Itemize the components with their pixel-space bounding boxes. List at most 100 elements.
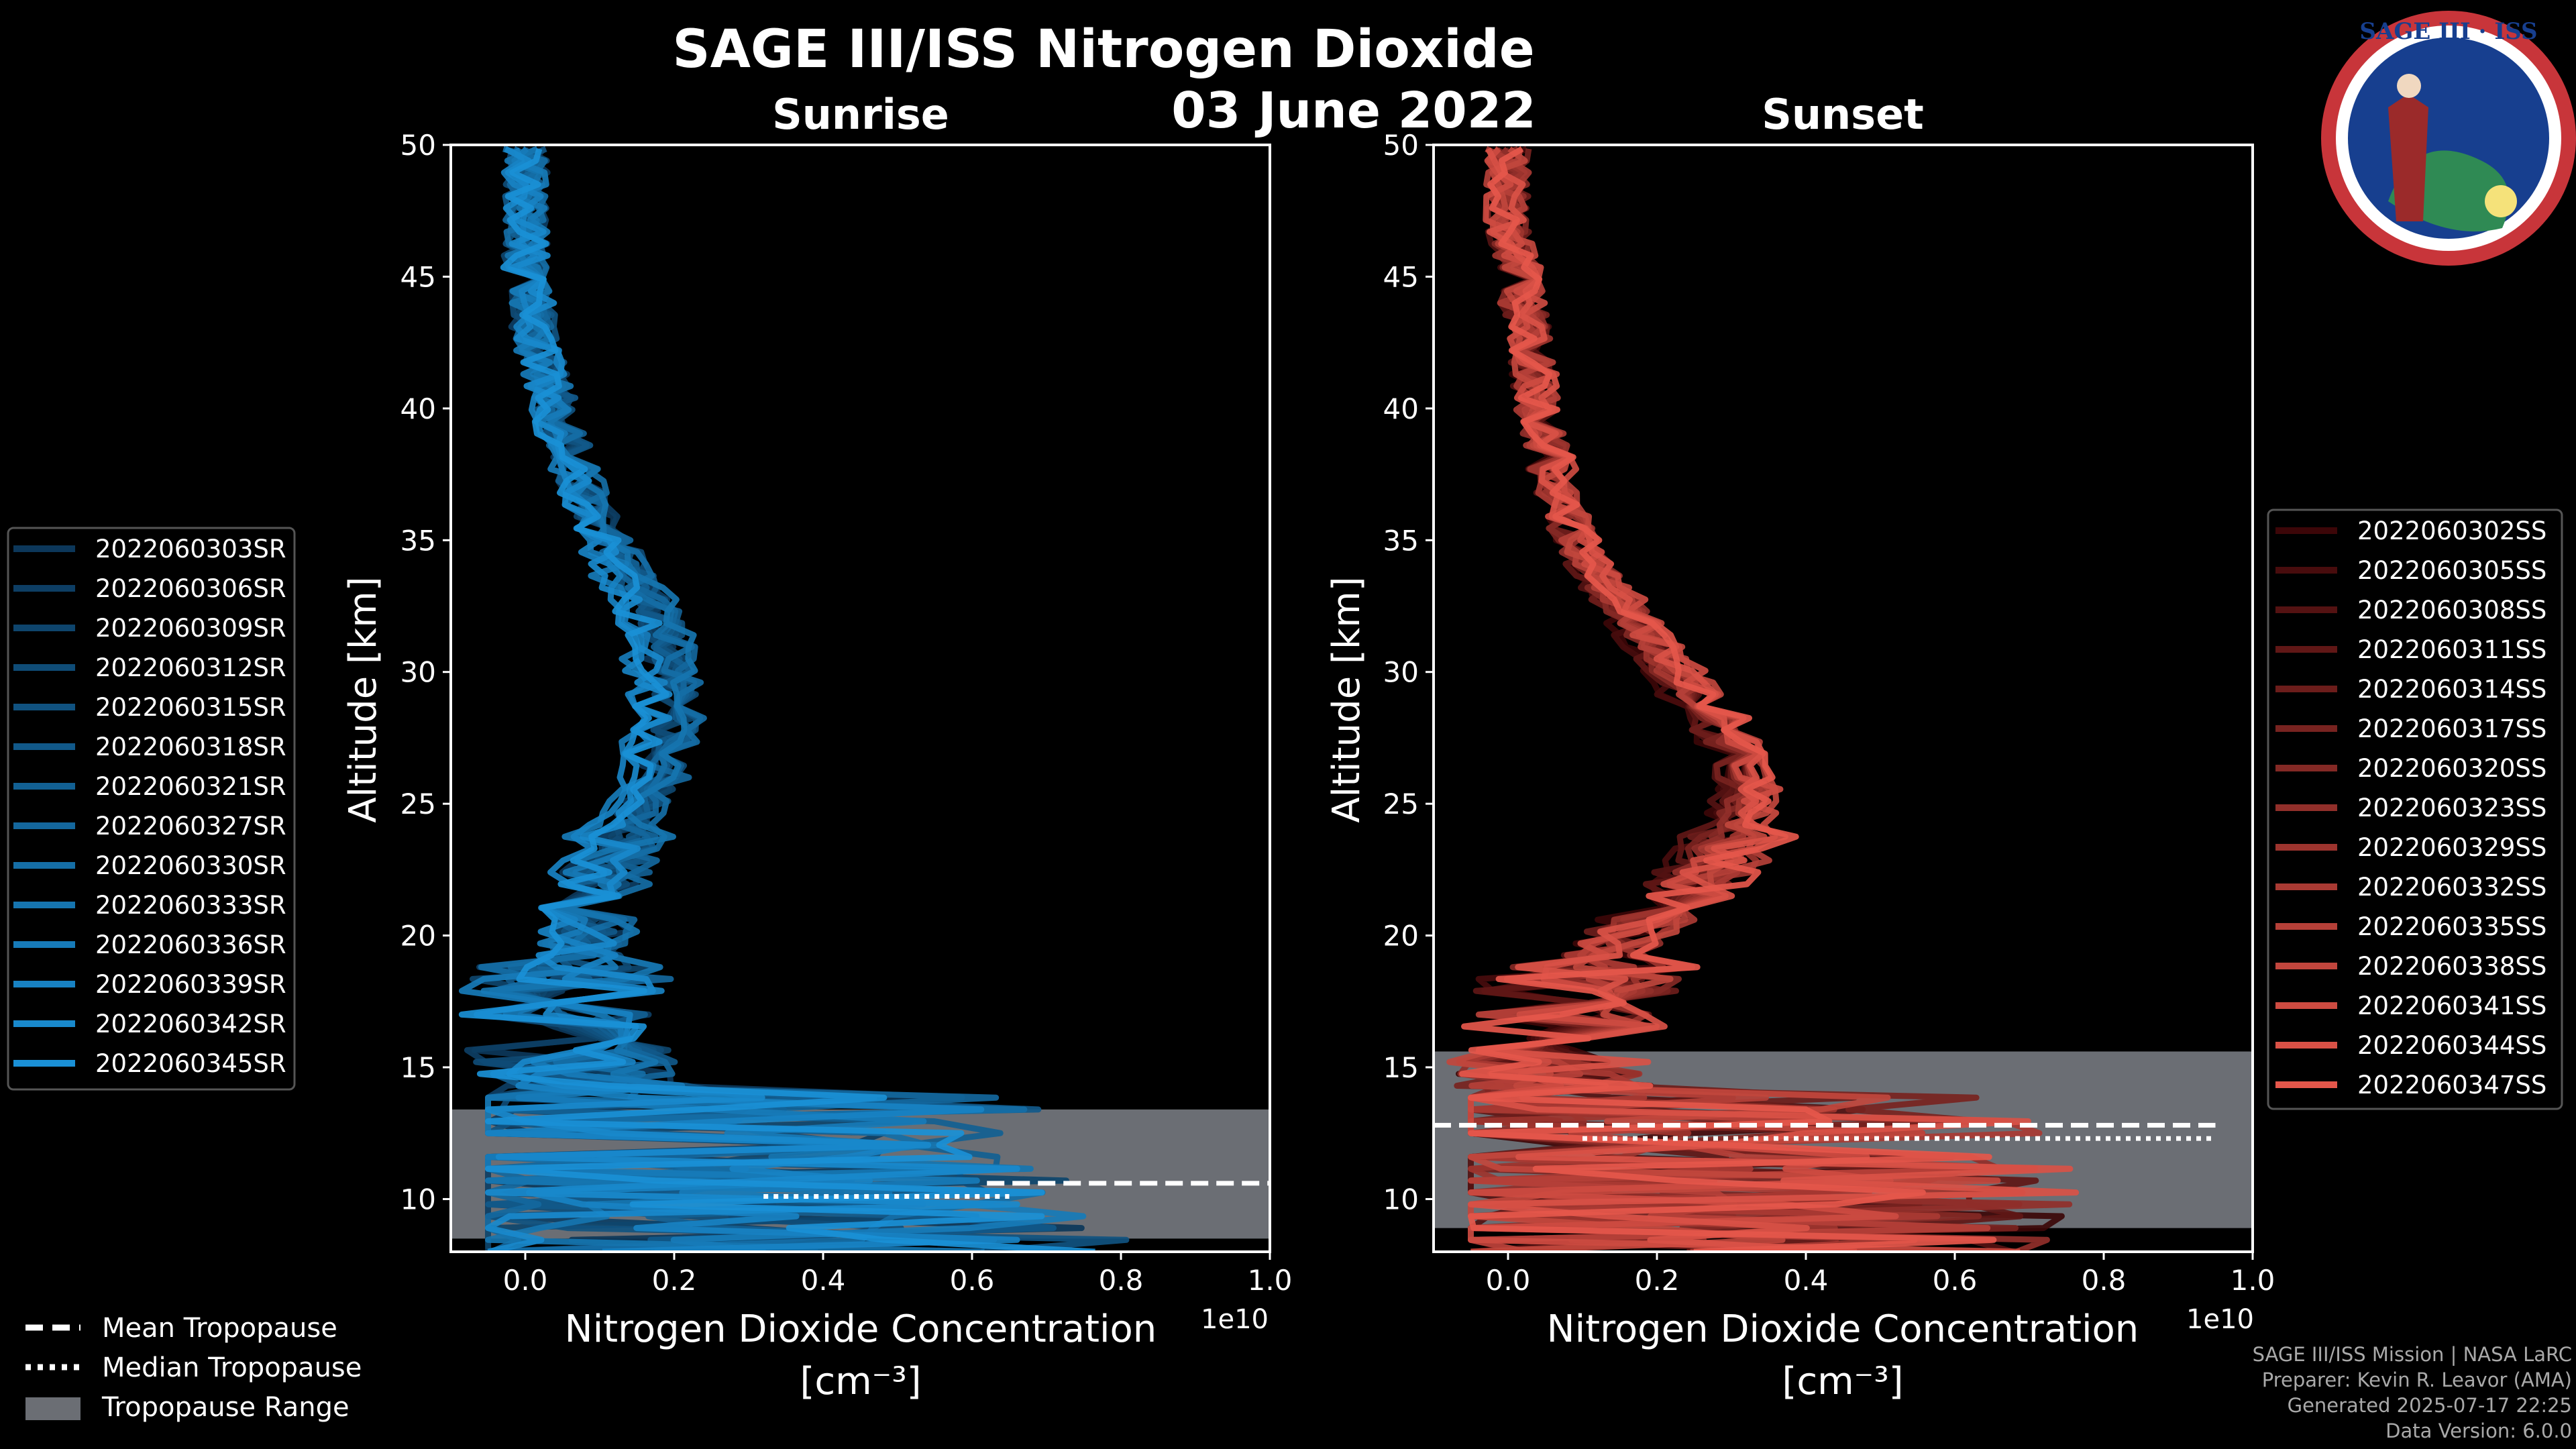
sunrise-chart-title: Sunrise — [772, 90, 949, 139]
sunrise-axes-frame — [449, 144, 1271, 1253]
legend-label-2022060315SR: 2022060315SR — [95, 693, 286, 722]
legend-label-2022060342SR: 2022060342SR — [95, 1010, 286, 1038]
legend-label-2022060314SS: 2022060314SS — [2357, 675, 2546, 704]
sunset-xtick-label-3: 0.6 — [1933, 1264, 1978, 1297]
sunrise-chart: Sunrise 0.0 0.2 0.4 0.6 0.8 1.0 10 15 20 25 30 35 40… — [341, 90, 1292, 1403]
legend-label-2022060329SS: 2022060329SS — [2357, 833, 2546, 862]
legend-label-2022060312SR: 2022060312SR — [95, 653, 286, 682]
sunset-ytick-label-2: 20 — [1383, 920, 1419, 953]
footer-line-version: Data Version: 6.0.0 — [2385, 1419, 2572, 1442]
sunset-xtick-label-0: 0.0 — [1486, 1264, 1531, 1297]
sunrise-xtick-label-1: 0.2 — [652, 1264, 697, 1297]
sunrise-clip-group — [451, 146, 1270, 1252]
footer: SAGE III/ISS Mission | NASA LaRC Prepare… — [2253, 1342, 2572, 1444]
legend-label-2022060333SR: 2022060333SR — [95, 891, 286, 920]
legend-label-2022060323SS: 2022060323SS — [2357, 794, 2546, 822]
legend-label-2022060302SS: 2022060302SS — [2357, 517, 2546, 545]
sunset-ytick-label-8: 50 — [1383, 129, 1419, 162]
sunset-xtick-label-5: 1.0 — [2231, 1264, 2275, 1297]
sunrise-ytick-label-0: 10 — [400, 1183, 436, 1216]
legend-label-2022060321SR: 2022060321SR — [95, 772, 286, 801]
tropopause-range-swatch — [25, 1397, 80, 1420]
sunset-x-scale-label: 1e10 — [2186, 1304, 2254, 1335]
footer-line-preparer: Preparer: Kevin R. Leavor (AMA) — [2261, 1368, 2572, 1391]
sunset-ytick-label-0: 10 — [1383, 1183, 1419, 1216]
legend-label-2022060335SS: 2022060335SS — [2357, 912, 2546, 941]
legend-label-2022060341SS: 2022060341SS — [2357, 991, 2546, 1020]
legend-label-2022060332SS: 2022060332SS — [2357, 873, 2546, 902]
sunset-ytick-label-7: 45 — [1383, 260, 1419, 293]
tropopause-range-label: Tropopause Range — [101, 1392, 350, 1423]
sunset-ytick-label-4: 30 — [1383, 656, 1419, 689]
figure-title: SAGE III/ISS Nitrogen Dioxide — [672, 19, 1534, 80]
sunset-x-axis-label: Nitrogen Dioxide Concentration — [1547, 1307, 2139, 1351]
legend-label-2022060305SS: 2022060305SS — [2357, 556, 2546, 585]
tropopause-legend: Mean Tropopause Median Tropopause Tropop… — [25, 1313, 362, 1423]
sunset-ytick-label-6: 40 — [1383, 392, 1419, 425]
sunset-axes: 0.0 0.2 0.4 0.6 0.8 1.0 10 15 20 25 30 35 40 45 50 — [1383, 129, 2275, 1297]
sunrise-xtick-label-3: 0.6 — [950, 1264, 995, 1297]
sunset-clip-group — [1434, 146, 2253, 1252]
sunrise-ytick-label-3: 25 — [400, 788, 436, 820]
sunrise-x-scale-label: 1e10 — [1201, 1304, 1269, 1335]
sunrise-x-axis-unit: [cm⁻³] — [800, 1360, 921, 1403]
mean-tropopause-label: Mean Tropopause — [102, 1313, 337, 1344]
sunrise-xtick-label-4: 0.8 — [1099, 1264, 1144, 1297]
legend-label-2022060317SS: 2022060317SS — [2357, 714, 2546, 743]
sunrise-ytick-label-2: 20 — [400, 920, 436, 953]
legend-label-2022060311SS: 2022060311SS — [2357, 635, 2546, 664]
legend-label-2022060309SR: 2022060309SR — [95, 614, 286, 643]
sunset-legend-frame — [2267, 508, 2563, 1110]
legend-label-2022060345SR: 2022060345SR — [95, 1049, 286, 1078]
sunset-y-axis-label: Altitude [km] — [1325, 576, 1368, 822]
footer-line-mission: SAGE III/ISS Mission | NASA LaRC — [2252, 1343, 2572, 1366]
sunrise-ytick-label-7: 45 — [400, 260, 436, 293]
sunset-x-axis-unit: [cm⁻³] — [1782, 1360, 1903, 1403]
logo-figure-icon — [2388, 94, 2428, 221]
sunset-legend: 2022060302SS 2022060305SS 2022060308SS 2022… — [2267, 508, 2563, 1110]
legend-label-2022060347SS: 2022060347SS — [2357, 1071, 2546, 1099]
legend-label-2022060327SR: 2022060327SR — [95, 812, 286, 841]
sunset-xtick-label-2: 0.4 — [1784, 1264, 1829, 1297]
sunrise-xtick-label-5: 1.0 — [1248, 1264, 1293, 1297]
sunrise-x-axis-label: Nitrogen Dioxide Concentration — [565, 1307, 1157, 1351]
legend-label-2022060330SR: 2022060330SR — [95, 851, 286, 880]
sunrise-xtick-label-0: 0.0 — [503, 1264, 548, 1297]
sunrise-ytick-label-1: 15 — [400, 1051, 436, 1084]
legend-label-2022060303SR: 2022060303SR — [95, 535, 286, 564]
legend-label-2022060308SS: 2022060308SS — [2357, 596, 2546, 625]
sunset-xtick-label-1: 0.2 — [1635, 1264, 1680, 1297]
sunset-plot-area — [1434, 146, 2253, 1252]
logo-text: SAGE III · ISS — [2359, 18, 2537, 45]
sunset-ytick-label-3: 25 — [1383, 788, 1419, 820]
sunrise-ytick-label-4: 30 — [400, 656, 436, 689]
sunrise-legend-frame — [7, 527, 296, 1091]
sage-iii-iss-logo: SAGE III · ISS — [2321, 11, 2576, 266]
sunset-axes-frame — [1432, 144, 2254, 1253]
legend-label-2022060320SS: 2022060320SS — [2357, 754, 2546, 783]
legend-label-2022060306SR: 2022060306SR — [95, 574, 286, 603]
sunrise-ytick-label-6: 40 — [400, 392, 436, 425]
sunrise-series-2022060345SR — [458, 148, 1095, 1252]
figure-date: 03 June 2022 — [1171, 82, 1536, 140]
sunset-ytick-label-1: 15 — [1383, 1051, 1419, 1084]
logo-figure-head — [2397, 74, 2421, 98]
logo-sun-icon — [2485, 185, 2517, 217]
sunset-ytick-label-5: 35 — [1383, 524, 1419, 557]
legend-label-2022060338SS: 2022060338SS — [2357, 952, 2546, 981]
sunrise-y-axis-label: Altitude [km] — [341, 576, 385, 822]
legend-label-2022060318SR: 2022060318SR — [95, 733, 286, 761]
sunset-chart-title: Sunset — [1762, 90, 1924, 139]
legend-label-2022060344SS: 2022060344SS — [2357, 1031, 2546, 1060]
legend-label-2022060339SR: 2022060339SR — [95, 970, 286, 999]
sunrise-plot-area — [451, 146, 1270, 1252]
sunrise-ytick-label-8: 50 — [400, 129, 436, 162]
sunset-xtick-label-4: 0.8 — [2082, 1264, 2127, 1297]
median-tropopause-label: Median Tropopause — [102, 1352, 362, 1383]
footer-line-generated: Generated 2025-07-17 22:25 — [2287, 1394, 2572, 1417]
sunrise-axes: 0.0 0.2 0.4 0.6 0.8 1.0 10 15 20 25 30 35 40 45 50 — [400, 129, 1293, 1297]
sunset-chart: Sunset 0.0 0.2 0.4 0.6 0.8 1.0 10 15 20 25 30 35 40 4… — [1325, 90, 2275, 1403]
sunrise-legend: 2022060303SR 2022060306SR 2022060309SR 2022… — [7, 527, 296, 1091]
